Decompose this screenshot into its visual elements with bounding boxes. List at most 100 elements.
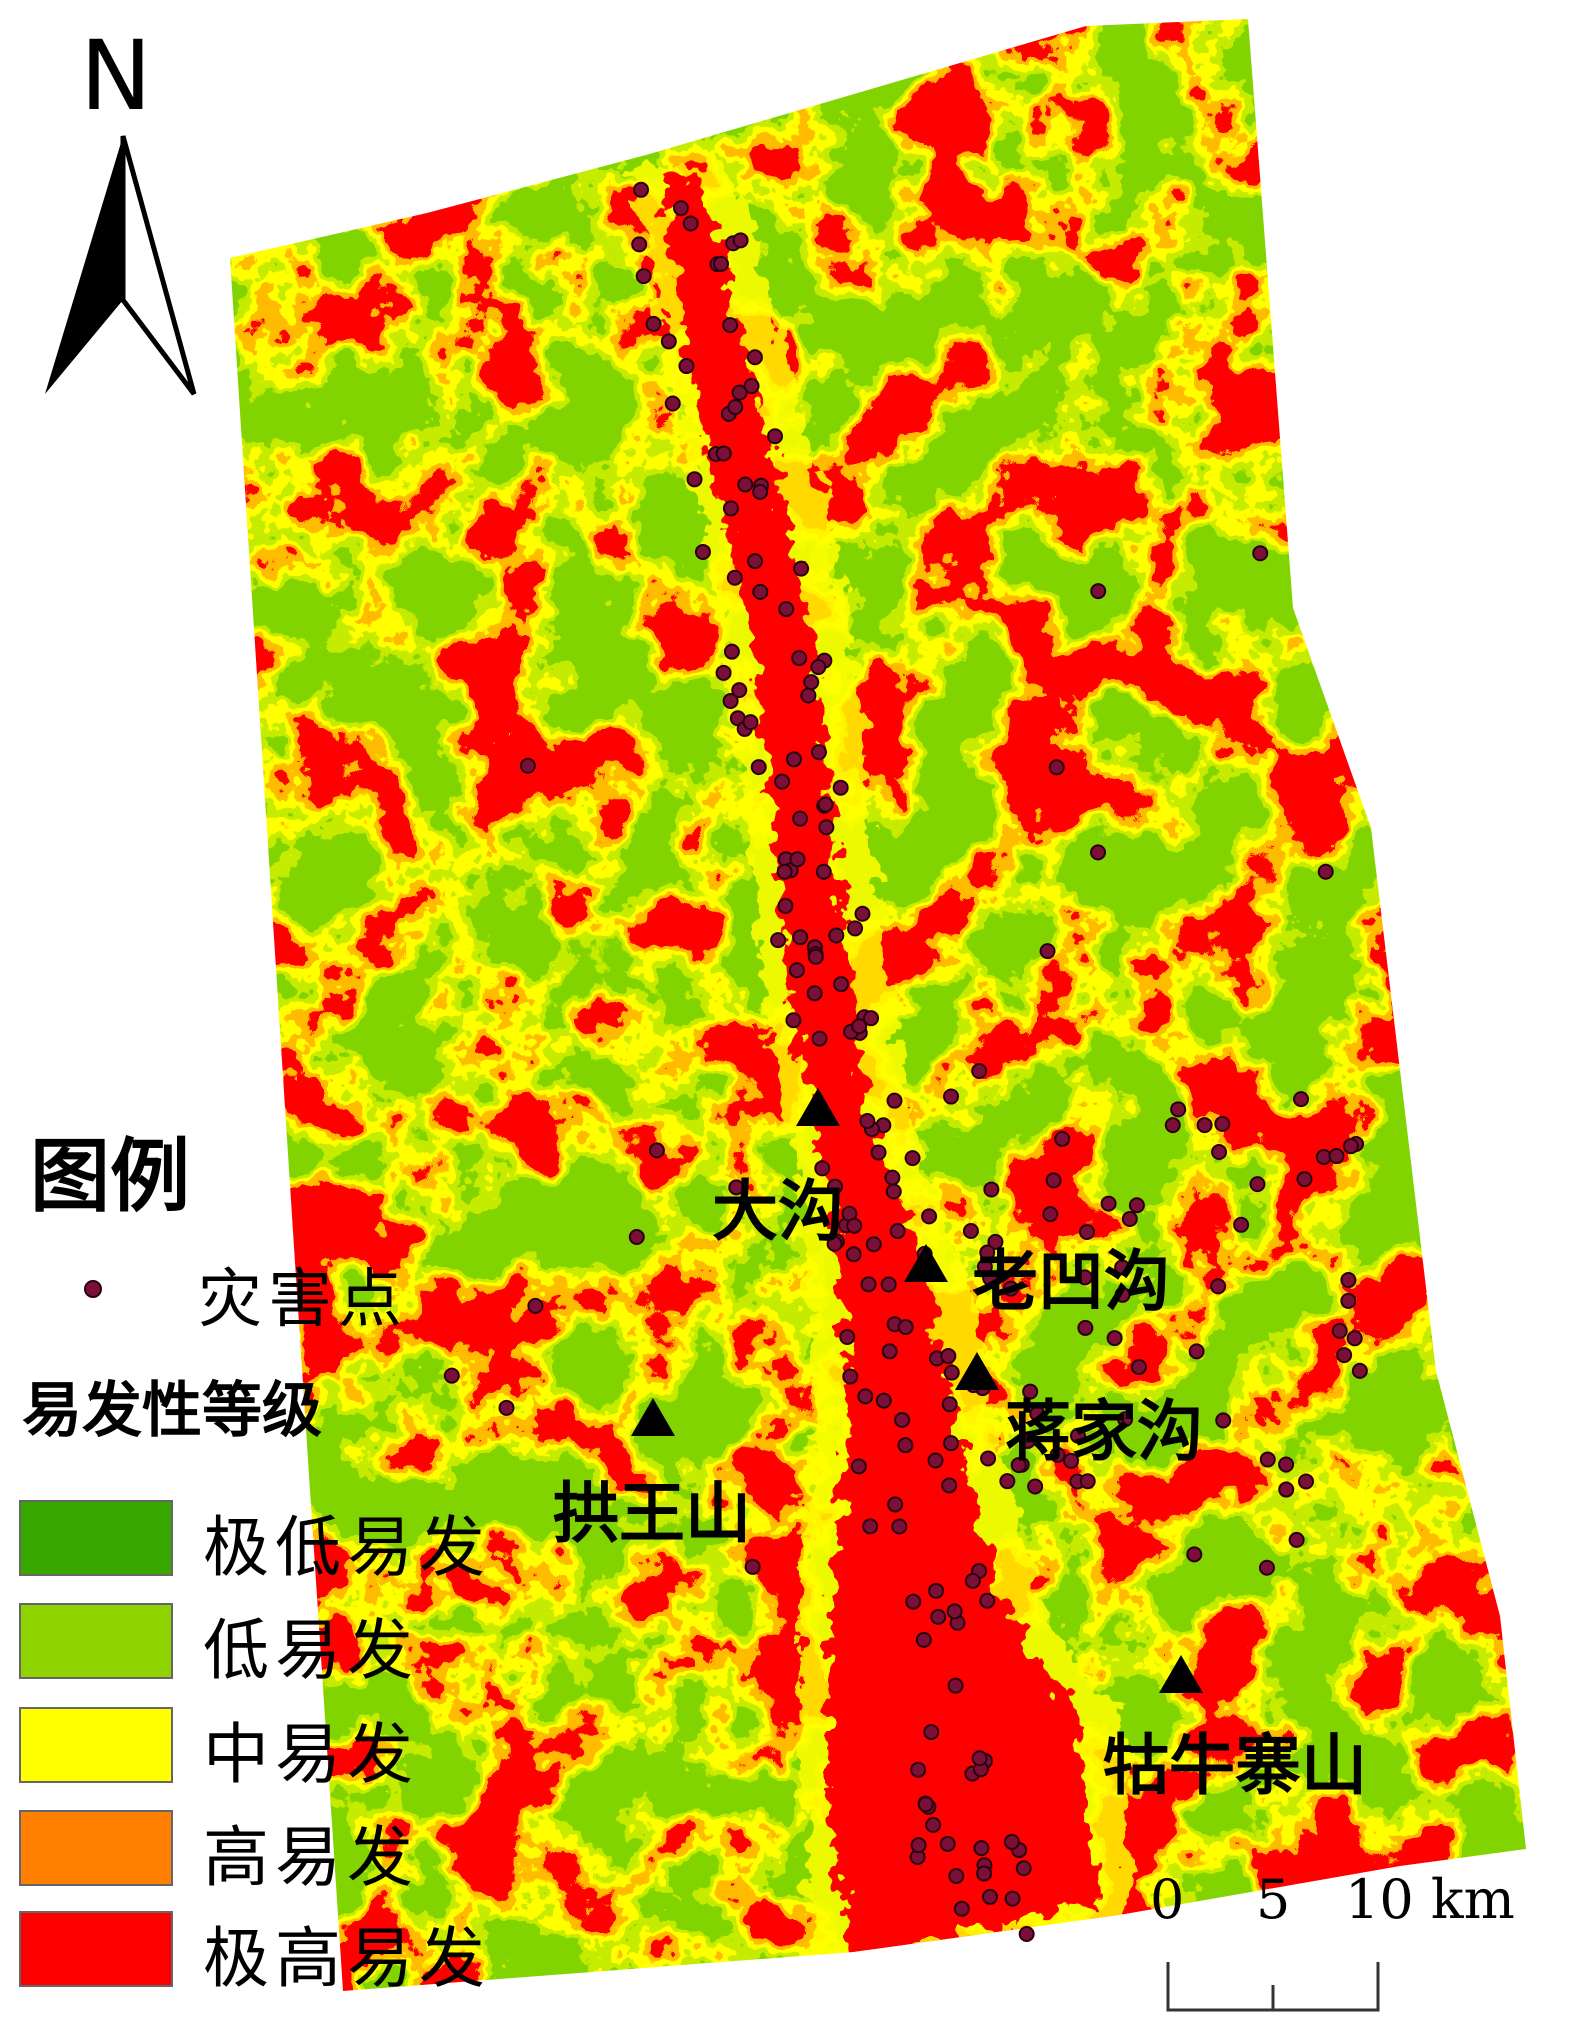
hazard-point bbox=[800, 687, 817, 704]
hazard-point bbox=[987, 1233, 1004, 1250]
hazard-point bbox=[917, 1796, 934, 1813]
hazard-point bbox=[726, 569, 743, 586]
hazard-point bbox=[498, 1399, 515, 1416]
triangle-icon bbox=[955, 1352, 999, 1390]
hazard-point bbox=[686, 471, 703, 488]
hazard-point bbox=[927, 1452, 944, 1469]
hazard-point bbox=[678, 358, 695, 375]
hazard-point bbox=[1004, 1890, 1021, 1907]
hazard-point bbox=[923, 1724, 940, 1741]
hazard-point bbox=[635, 268, 652, 285]
hazard-point bbox=[1211, 1143, 1228, 1160]
hazard-point-legend-icon bbox=[84, 1280, 102, 1298]
hazard-point bbox=[885, 1183, 902, 1200]
hazard-point bbox=[891, 1518, 908, 1535]
legend-class-label: 高易发 bbox=[203, 1819, 419, 1896]
triangle-icon bbox=[904, 1244, 948, 1282]
hazard-point bbox=[905, 1593, 922, 1610]
hazard-point bbox=[863, 1010, 880, 1027]
hazard-point bbox=[774, 773, 791, 790]
hazard-point bbox=[443, 1367, 460, 1384]
hazard-point bbox=[939, 1835, 956, 1852]
hazard-point bbox=[723, 643, 740, 660]
hazard-point bbox=[1063, 1452, 1080, 1469]
hazard-point bbox=[980, 1450, 997, 1467]
place-label-dagou: 大沟 bbox=[712, 1172, 844, 1250]
hazard-point bbox=[1336, 1347, 1353, 1364]
hazard-point bbox=[1114, 1259, 1131, 1276]
hazard-point bbox=[943, 1435, 960, 1452]
triangle-icon bbox=[796, 1088, 840, 1126]
hazard-point bbox=[1186, 1546, 1203, 1563]
hazard-point bbox=[750, 759, 767, 776]
place-label-guniuzhaishan: 牯牛寨山 bbox=[1103, 1726, 1367, 1804]
hazard-point bbox=[1340, 1272, 1357, 1289]
hazard-point bbox=[1077, 1319, 1094, 1336]
hazard-point bbox=[826, 1235, 843, 1252]
hazard-point bbox=[947, 1677, 964, 1694]
hazard-point bbox=[742, 714, 759, 731]
hazard-point bbox=[631, 236, 648, 253]
hazard-point bbox=[1128, 1197, 1145, 1214]
hazard-point bbox=[904, 1150, 921, 1167]
hazard-point bbox=[715, 445, 732, 462]
hazard-point bbox=[862, 1518, 879, 1535]
hazard-point bbox=[810, 659, 827, 676]
hazard-point bbox=[818, 819, 835, 836]
hazard-point bbox=[633, 181, 650, 198]
place-markers bbox=[631, 1088, 1203, 1693]
triangle-icon bbox=[1159, 1655, 1203, 1693]
hazard-point bbox=[1039, 943, 1056, 960]
hazard-point bbox=[806, 985, 823, 1002]
legend-title: 图例 bbox=[30, 1129, 190, 1223]
hazard-point bbox=[1121, 1210, 1138, 1227]
hazard-point bbox=[814, 1160, 831, 1177]
hazard-point bbox=[1331, 1322, 1348, 1339]
hazard-point bbox=[792, 929, 809, 946]
hazard-point bbox=[850, 1458, 867, 1475]
hazard-point bbox=[1188, 1343, 1205, 1360]
hazard-point bbox=[1252, 545, 1269, 562]
north-label: N bbox=[80, 20, 152, 132]
hazard-point bbox=[1090, 844, 1107, 861]
legend-swatch bbox=[19, 1707, 173, 1783]
hazard-point bbox=[737, 476, 754, 493]
hazard-point bbox=[1054, 1130, 1071, 1147]
hazard-point bbox=[979, 1244, 996, 1261]
main-valley-very-high bbox=[660, 170, 1100, 1960]
hazard-point bbox=[743, 378, 760, 395]
hazard-point bbox=[752, 583, 769, 600]
hazard-point bbox=[770, 932, 787, 949]
hazard-point bbox=[983, 1181, 1000, 1198]
hazard-point bbox=[807, 948, 824, 965]
hazard-point bbox=[682, 215, 699, 232]
hazard-point bbox=[999, 1473, 1016, 1490]
hazard-point bbox=[1049, 1446, 1066, 1463]
hazard-point bbox=[1117, 1411, 1134, 1428]
hazard-point bbox=[744, 1558, 761, 1575]
hazard-point bbox=[1130, 1359, 1147, 1376]
hazard-point bbox=[728, 1179, 745, 1196]
hazard-point bbox=[788, 962, 805, 979]
susceptibility-class-title: 易发性等级 bbox=[22, 1376, 322, 1446]
hazard-point bbox=[921, 1208, 938, 1225]
hazard-point bbox=[854, 905, 871, 922]
north-arrow-icon bbox=[45, 135, 197, 396]
hazard-point bbox=[1317, 863, 1334, 880]
hazard-point bbox=[1258, 1559, 1275, 1576]
hazard-point bbox=[842, 1368, 859, 1385]
hazard-point bbox=[1328, 1148, 1345, 1165]
hazard-point bbox=[953, 1900, 970, 1917]
scale-tick-0: 0 bbox=[1150, 1868, 1185, 1931]
hazard-point bbox=[982, 1270, 999, 1287]
legend-class-label: 中易发 bbox=[203, 1716, 419, 1793]
hazard-point bbox=[672, 200, 689, 217]
place-label-jiangjiagou: 蒋家沟 bbox=[1005, 1392, 1203, 1470]
hazard-point bbox=[1164, 1117, 1181, 1134]
hazard-point bbox=[943, 1088, 960, 1105]
hazard-point bbox=[982, 1888, 999, 1905]
legend-swatch bbox=[19, 1500, 173, 1576]
hazard-point bbox=[881, 1343, 898, 1360]
hazard-point bbox=[948, 1868, 965, 1885]
